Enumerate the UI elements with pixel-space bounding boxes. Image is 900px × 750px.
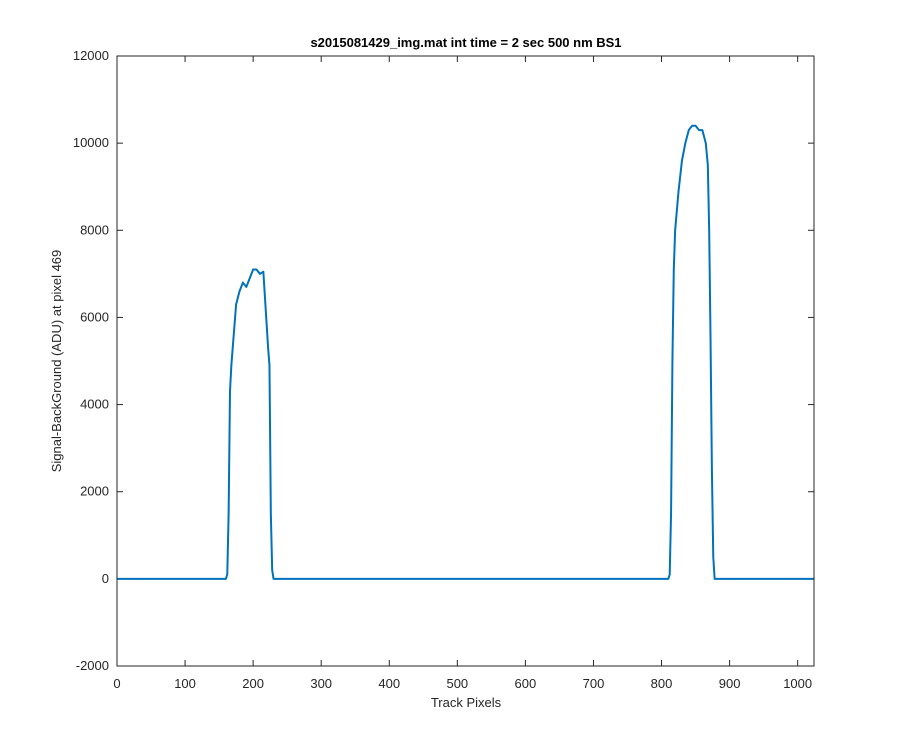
x-tick-label: 200 bbox=[242, 676, 264, 691]
x-tick-label: 500 bbox=[446, 676, 468, 691]
y-tick-label: 10000 bbox=[73, 135, 109, 150]
y-tick-label: 6000 bbox=[80, 309, 109, 324]
plot-frame bbox=[116, 55, 815, 667]
x-tick-label: 1000 bbox=[783, 676, 812, 691]
x-tick-label: 800 bbox=[651, 676, 673, 691]
series-line bbox=[117, 124, 814, 580]
y-tick-label: 2000 bbox=[80, 484, 109, 499]
x-tick-label: 900 bbox=[719, 676, 741, 691]
chart-title: s2015081429_img.mat int time = 2 sec 500… bbox=[310, 35, 621, 50]
y-tick-label: 0 bbox=[102, 571, 109, 586]
x-tick-label: 700 bbox=[583, 676, 605, 691]
y-tick-label: 4000 bbox=[80, 397, 109, 412]
x-tick-label: 600 bbox=[515, 676, 537, 691]
y-tick-label: -2000 bbox=[76, 658, 109, 673]
y-tick-label: 8000 bbox=[80, 222, 109, 237]
x-tick-label: 400 bbox=[378, 676, 400, 691]
x-tick-label: 100 bbox=[174, 676, 196, 691]
x-tick-label: 300 bbox=[310, 676, 332, 691]
y-tick-label: 12000 bbox=[73, 48, 109, 63]
x-axis: 0 100 200 300 400 500 600 700 800 900 1000 bbox=[113, 56, 812, 691]
x-tick-label: 0 bbox=[113, 676, 120, 691]
x-axis-label: Track Pixels bbox=[431, 695, 502, 710]
y-axis-label: Signal-BackGround (ADU) at pixel 469 bbox=[49, 250, 64, 473]
y-axis: -2000 0 2000 4000 6000 8000 10000 12000 bbox=[73, 48, 814, 673]
